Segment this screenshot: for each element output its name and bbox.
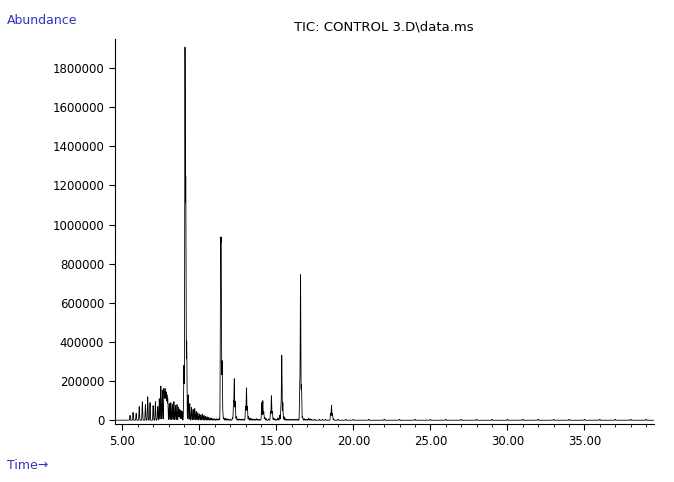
Title: TIC: CONTROL 3.D\data.ms: TIC: CONTROL 3.D\data.ms [295, 20, 474, 33]
Text: Time→: Time→ [7, 459, 48, 472]
Text: Abundance: Abundance [7, 14, 78, 27]
